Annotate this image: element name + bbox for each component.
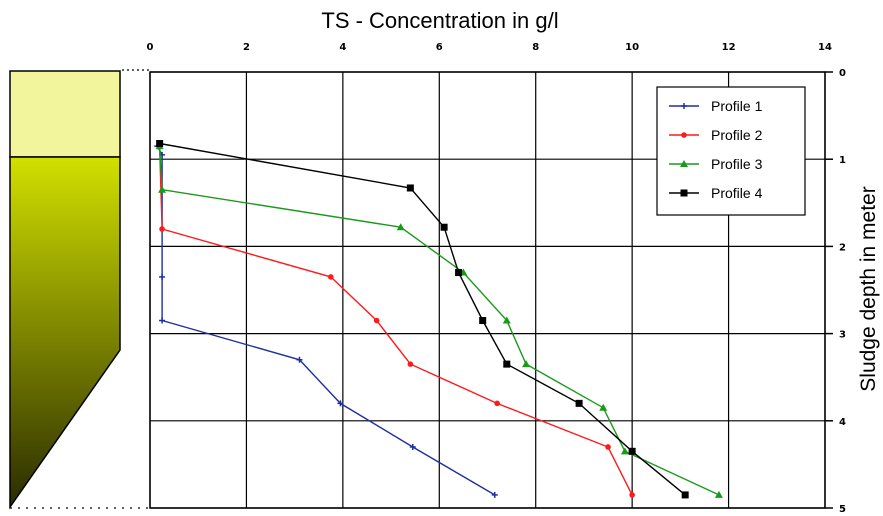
data-point-marker	[629, 492, 635, 498]
legend-label: Profile 2	[711, 127, 763, 143]
legend-label: Profile 3	[711, 156, 763, 172]
data-point-marker	[599, 403, 608, 411]
sludge-column	[9, 69, 150, 510]
data-point-marker	[479, 317, 487, 325]
series	[154, 140, 723, 499]
data-point-marker	[159, 226, 165, 232]
plot-area	[149, 71, 826, 509]
series-line-profile-2	[158, 146, 633, 496]
series-line-profile-1	[156, 145, 496, 496]
x-tick-label: 2	[243, 42, 250, 53]
y-tick-label: 1	[839, 155, 846, 166]
x-axis: 0 2 4 6 8 10 12 14	[147, 42, 832, 53]
y-axis: 0 1 2 3 4 5	[825, 68, 846, 515]
data-point-marker	[494, 400, 500, 407]
sludge-layer	[9, 156, 121, 510]
data-point-marker	[522, 360, 531, 368]
legend-label: Profile 4	[711, 185, 763, 201]
x-tick-label: 6	[436, 42, 443, 53]
data-point-marker	[714, 490, 723, 498]
data-point-marker	[628, 447, 636, 455]
data-point-marker	[605, 444, 611, 450]
data-point-marker	[373, 317, 380, 324]
series-line-profile-4	[159, 142, 686, 496]
x-tick-label: 10	[625, 42, 639, 53]
y-tick-label: 0	[839, 68, 846, 79]
x-tick-label: 8	[532, 42, 539, 53]
data-point-marker	[681, 491, 689, 499]
legend-label: Profile 1	[711, 98, 763, 114]
x-tick-label: 14	[818, 42, 832, 53]
y-tick-label: 2	[839, 242, 846, 253]
data-point-marker	[620, 447, 629, 455]
data-point-marker	[407, 361, 414, 367]
legend: Profile 1 Profile 2 Profile 3 Profile 4	[656, 86, 806, 216]
data-point-marker	[406, 184, 414, 192]
data-point-marker	[503, 360, 511, 368]
x-tick-label: 0	[147, 42, 154, 53]
data-point-marker	[680, 160, 688, 167]
data-point-marker	[455, 269, 463, 277]
data-point-marker	[681, 132, 687, 138]
series-profile-2	[156, 143, 635, 498]
data-point-marker	[680, 189, 688, 197]
chart-title: TS - Concentration in g/l	[321, 8, 558, 33]
data-point-marker	[156, 140, 164, 148]
data-point-marker	[575, 399, 583, 407]
y-tick-label: 4	[839, 417, 846, 428]
series-profile-4	[156, 140, 689, 499]
data-point-marker	[502, 316, 511, 324]
x-tick-label: 12	[722, 42, 736, 53]
y-tick-label: 3	[839, 330, 846, 341]
x-tick-label: 4	[339, 42, 346, 53]
sludge-supernatant-layer	[9, 70, 121, 158]
data-point-marker	[158, 185, 167, 193]
data-point-marker	[396, 223, 405, 231]
y-axis-label: Sludge depth in meter	[857, 186, 880, 391]
data-point-marker	[440, 223, 448, 231]
data-point-marker	[328, 274, 334, 280]
y-tick-label: 5	[839, 504, 846, 515]
